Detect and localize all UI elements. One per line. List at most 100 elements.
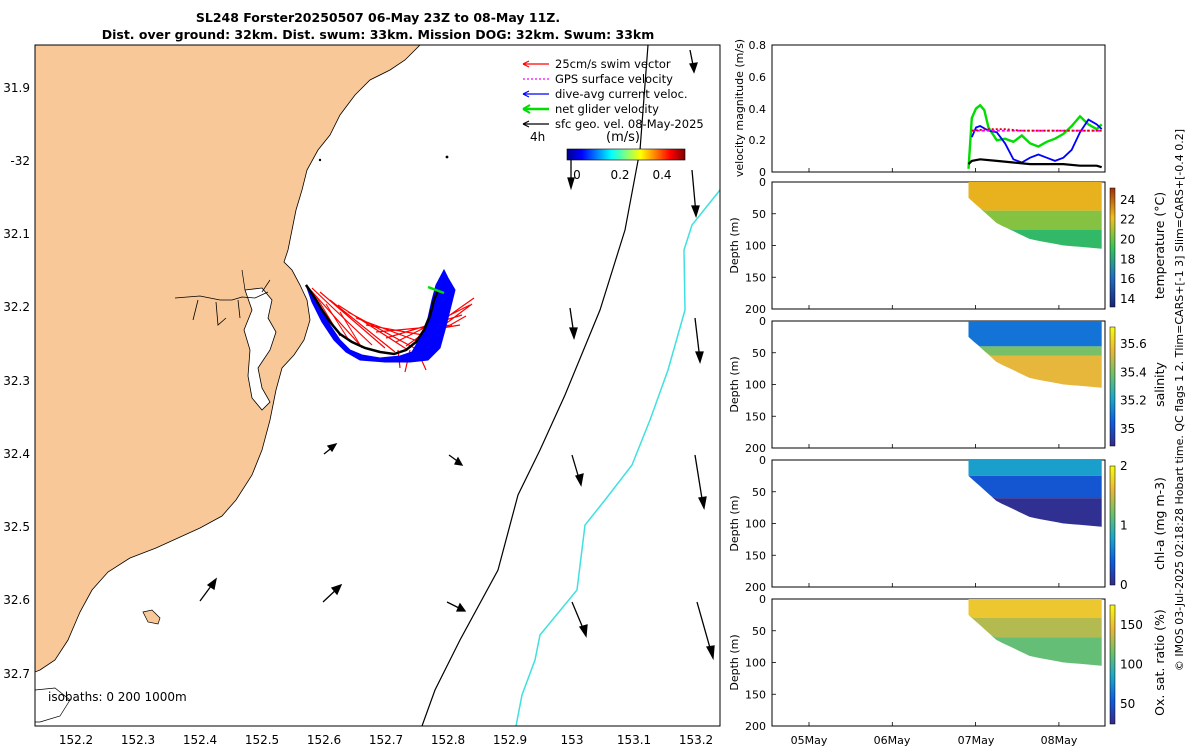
attribution-note: © IMOS 03-Jul-2025 02:18:28 Hobart time.… xyxy=(1173,129,1186,671)
colorbar-tick-label: 0 xyxy=(1120,578,1128,592)
velocity-series-group xyxy=(808,103,1103,172)
bay-lower xyxy=(35,687,71,723)
section-layer-0 xyxy=(968,599,1102,618)
section-layer-2 xyxy=(968,336,1102,388)
map-colorbar: 4h (m/s) 0 0.2 0.4 xyxy=(530,130,686,182)
isobaths-label: isobaths: 0 200 1000m xyxy=(48,690,187,704)
colorbar-tick-2: 0.4 xyxy=(652,168,671,182)
depth-tick-label: 0 xyxy=(759,176,766,189)
depth-tick-label: 100 xyxy=(745,240,766,253)
net-glider-velocity-marker xyxy=(427,285,445,295)
section-layer-2 xyxy=(968,614,1102,666)
depth-tick-label: 50 xyxy=(752,486,766,499)
section-layer-1 xyxy=(968,475,1102,499)
map-ytick-1: -32 xyxy=(10,154,30,168)
depth-tick-label: 50 xyxy=(752,347,766,360)
river-inlet xyxy=(174,291,269,326)
map-x-ticks: 152.2 152.3 152.4 152.5 152.6 152.7 152.… xyxy=(59,733,713,747)
velocity-y-ticks: 0 0.2 0.4 0.6 0.8 xyxy=(749,39,767,179)
colorbar-tick-label: 150 xyxy=(1120,618,1143,632)
legend-arrowhead-4 xyxy=(522,120,530,128)
velocity-line-net-glider-velocity xyxy=(967,103,1103,169)
legend-label-2: dive-avg current veloc. xyxy=(555,87,688,101)
depth-tick-label: 150 xyxy=(745,410,766,423)
map-xtick-4: 152.6 xyxy=(307,733,341,747)
isobath-200m xyxy=(421,45,649,726)
section-ylabel: Depth (m) xyxy=(728,634,741,690)
vel-ytick-0: 0 xyxy=(759,166,766,179)
legend-arrowhead-0 xyxy=(522,60,530,68)
section-ylabel: Depth (m) xyxy=(728,495,741,551)
map-ytick-2: 32.1 xyxy=(3,227,30,241)
depth-tick-label: 100 xyxy=(745,657,766,670)
dive-avg-current xyxy=(305,268,456,363)
section-layer-1 xyxy=(968,614,1102,638)
depth-tick-label: 100 xyxy=(745,379,766,392)
depth-tick-label: 200 xyxy=(745,720,766,733)
time-tick-1: 06May xyxy=(874,734,911,747)
colorbar-tick-label: 35.2 xyxy=(1120,394,1147,408)
colorbar-tick-label: 35 xyxy=(1120,422,1135,436)
map-legend: 25cm/s swim vector GPS surface velocity … xyxy=(522,57,704,131)
map-ytick-5: 32.4 xyxy=(3,447,30,461)
section-colorbar xyxy=(1109,465,1116,586)
section-layer-1 xyxy=(968,336,1102,356)
depth-tick-label: 0 xyxy=(759,593,766,606)
vel-ytick-1: 0.2 xyxy=(749,134,767,147)
section-panel-chl-a: 0 50 100 150 200 Depth (m) 0 1 2 chl-a (mg m-3) xyxy=(728,454,1167,594)
map-ytick-3: 32.2 xyxy=(3,300,30,314)
vel-ytick-2: 0.4 xyxy=(749,103,767,116)
colorbar-label: temperature (°C) xyxy=(1152,192,1167,299)
colorbar-tick-label: 22 xyxy=(1120,213,1135,227)
colorbar-tick-label: 18 xyxy=(1120,252,1135,266)
depth-tick-label: 200 xyxy=(745,442,766,455)
legend-label-3: net glider velocity xyxy=(555,102,659,116)
section-panel-temperature: 0 50 100 150 200 Depth (m) 14 16 18 20 22 24 tempera… xyxy=(728,176,1167,316)
map-xtick-10: 153.2 xyxy=(679,733,713,747)
legend-arrowhead-3 xyxy=(522,104,531,114)
vel-ytick-4: 0.8 xyxy=(749,39,767,52)
section-layer-2 xyxy=(968,475,1102,527)
map-ytick-0: 31.9 xyxy=(3,81,30,95)
depth-tick-label: 100 xyxy=(745,518,766,531)
map-xtick-7: 152.9 xyxy=(493,733,527,747)
map-ytick-4: 32.3 xyxy=(3,374,30,388)
section-layer-1 xyxy=(968,197,1102,230)
estuary-lake xyxy=(243,287,277,411)
colorbar-label: salinity xyxy=(1152,361,1167,406)
time-tick-3: 08May xyxy=(1041,734,1078,747)
depth-tick-label: 150 xyxy=(745,271,766,284)
velocity-ylabel: velocity magnitude (m/s) xyxy=(733,39,746,177)
map-xtick-6: 152.8 xyxy=(431,733,465,747)
section-layer-0 xyxy=(968,460,1102,476)
map-xtick-1: 152.3 xyxy=(121,733,155,747)
colorbar-tick-label: 16 xyxy=(1120,272,1135,286)
colorbar-tick-0: 0 xyxy=(573,168,581,182)
colorbar-gradient xyxy=(566,148,686,161)
depth-tick-label: 0 xyxy=(759,454,766,467)
river-inlet-2 xyxy=(241,269,271,293)
isobath-1000m xyxy=(515,189,720,726)
depth-tick-label: 50 xyxy=(752,208,766,221)
colorbar-label: Ox. sat. ratio (%) xyxy=(1152,609,1167,716)
time-axis: 05May 06May 07May 08May xyxy=(791,734,1078,747)
depth-tick-label: 50 xyxy=(752,625,766,638)
legend-label-1: GPS surface velocity xyxy=(555,72,673,86)
colorbar-tick-1: 0.2 xyxy=(610,168,629,182)
colorbar-unit-label: (m/s) xyxy=(606,130,640,145)
island-small xyxy=(142,609,161,625)
legend-label-0: 25cm/s swim vector xyxy=(555,57,671,71)
map-xtick-0: 152.2 xyxy=(59,733,93,747)
depth-tick-label: 150 xyxy=(745,549,766,562)
colorbar-tick-label: 24 xyxy=(1120,193,1135,207)
section-panel-salinity: 0 50 100 150 200 Depth (m) 35 35.2 35.4 35.6 salin… xyxy=(728,315,1167,455)
section-colorbar xyxy=(1109,604,1116,725)
glider-track xyxy=(304,284,440,356)
time-tick-0: 05May xyxy=(791,734,828,747)
colorbar-tick-label: 50 xyxy=(1120,697,1135,711)
colorbar-tick-label: 14 xyxy=(1120,292,1135,306)
colorbar-tick-label: 35.6 xyxy=(1120,337,1147,351)
islet-2 xyxy=(318,158,322,162)
vel-ytick-3: 0.6 xyxy=(749,71,767,84)
